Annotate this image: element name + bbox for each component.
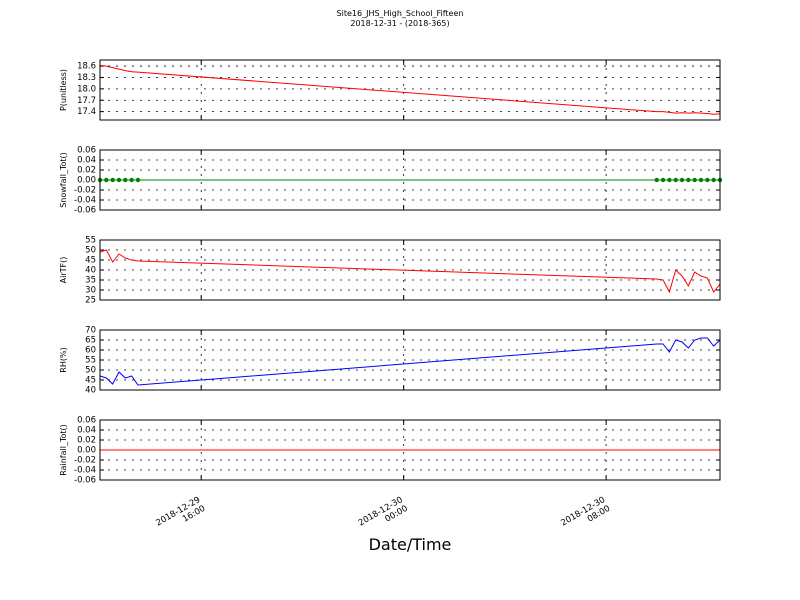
y-tick-label: 17.7 <box>77 96 96 106</box>
y-tick-label: 40 <box>85 266 96 276</box>
y-axis-label: Snowfall_Tot() <box>59 152 68 208</box>
y-tick-label: 55 <box>85 356 96 366</box>
y-tick-label: 0.02 <box>77 436 96 446</box>
data-point <box>116 177 122 183</box>
data-point <box>135 177 141 183</box>
data-point <box>667 177 672 183</box>
data-point <box>129 177 134 183</box>
axes-frame <box>99 149 721 211</box>
y-tick-label: 18.6 <box>77 62 96 72</box>
y-tick-label: 65 <box>85 336 96 346</box>
y-tick-label: -0.04 <box>74 196 96 206</box>
y-tick-label: -0.06 <box>74 476 96 486</box>
y-tick-label: 18.0 <box>77 84 96 94</box>
y-tick-label: 45 <box>85 376 96 386</box>
y-tick-label: 0.00 <box>77 176 96 186</box>
y-tick-label: 55 <box>85 236 96 246</box>
y-tick-label: 0.00 <box>77 446 96 456</box>
y-tick-label: 25 <box>85 296 96 306</box>
y-axis-label: P(unitless) <box>59 69 68 111</box>
data-line <box>99 337 721 386</box>
data-point <box>104 177 109 183</box>
axes-frame <box>99 419 721 481</box>
data-point <box>123 177 128 183</box>
axes-frame <box>99 239 721 301</box>
y-axis-label: AirTF() <box>59 257 68 284</box>
data-point <box>692 177 697 183</box>
y-tick-label: 50 <box>85 246 96 256</box>
data-line <box>99 249 721 294</box>
y-tick-label: 18.3 <box>77 73 96 83</box>
y-tick-label: 70 <box>85 326 96 336</box>
data-point <box>686 177 691 183</box>
axes-frame <box>99 329 721 391</box>
data-point <box>705 177 710 183</box>
x-axis-label: Date/Time <box>369 535 452 554</box>
y-axis-label: Rainfall_Tot() <box>59 424 68 476</box>
data-point <box>660 177 666 183</box>
data-point <box>673 177 678 183</box>
axes-frame <box>99 59 721 121</box>
y-axis-label: RH(%) <box>59 347 68 372</box>
y-tick-label: 0.04 <box>77 156 96 166</box>
figure-title: Site16_JHS_High_School_Fifteen <box>337 9 464 18</box>
data-point <box>654 177 659 183</box>
y-tick-label: 60 <box>85 346 96 356</box>
data-point <box>711 177 716 183</box>
y-tick-label: -0.02 <box>74 186 96 196</box>
y-tick-label: -0.06 <box>74 206 96 216</box>
y-tick-label: 0.04 <box>77 426 96 436</box>
y-tick-label: -0.04 <box>74 466 96 476</box>
data-line <box>99 64 721 115</box>
y-tick-label: -0.02 <box>74 456 96 466</box>
y-tick-label: 40 <box>85 386 96 396</box>
y-tick-label: 0.02 <box>77 166 96 176</box>
y-tick-label: 35 <box>85 276 96 286</box>
y-tick-label: 50 <box>85 366 96 376</box>
y-tick-label: 30 <box>85 286 96 296</box>
y-tick-label: 17.4 <box>77 107 96 117</box>
data-point <box>679 177 685 183</box>
figure-subtitle: 2018-12-31 - (2018-365) <box>350 19 449 28</box>
data-point <box>110 177 115 183</box>
y-tick-label: 0.06 <box>77 416 96 426</box>
y-tick-label: 45 <box>85 256 96 266</box>
data-point <box>698 177 704 183</box>
y-tick-label: 0.06 <box>77 146 96 156</box>
